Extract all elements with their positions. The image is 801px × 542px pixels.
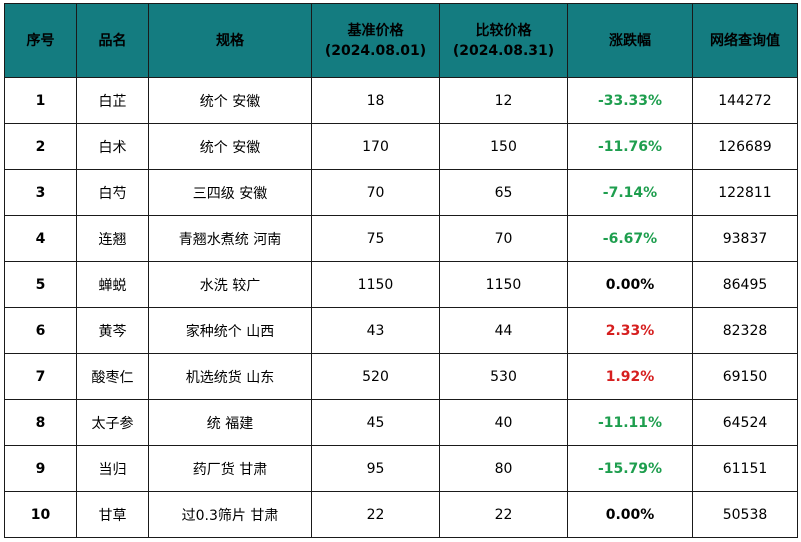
cell-compare-price: 22 [439, 491, 568, 538]
cell-base-price: 45 [311, 399, 440, 446]
cell-spec: 药厂货 甘肃 [148, 445, 312, 492]
cell-name: 蝉蜕 [76, 261, 149, 308]
table-body: 1 白芷 统个 安徽 18 12 -33.33% 144272 2 白术 统个 安徽 170 150-… [4, 77, 798, 538]
cell-index: 2 [4, 123, 77, 170]
table-row: 8 太子参统 福建 45 40 -11.11% 64524 [4, 399, 798, 446]
cell-spec: 青翘水煮统 河南 [148, 215, 312, 262]
header-compare-price-title: 比较价格 [475, 22, 532, 39]
cell-spec: 统 福建 [148, 399, 312, 446]
cell-compare-price: 12 [439, 77, 568, 124]
cell-spec: 统个 安徽 [148, 123, 312, 170]
cell-base-price: 43 [311, 307, 440, 354]
cell-change: -7.14% [567, 169, 693, 216]
cell-change: -15.79% [567, 445, 693, 492]
cell-compare-price: 530 [439, 353, 568, 400]
cell-search-value: 122811 [692, 169, 798, 216]
cell-compare-price: 150 [439, 123, 568, 170]
cell-search-value: 61151 [692, 445, 798, 492]
table-row: 6 黄芩 家种统个 山西 43 44 2.33% 82328 [4, 307, 798, 354]
cell-spec: 三四级 安徽 [148, 169, 312, 216]
header-index: 序号 [4, 3, 77, 78]
cell-spec: 统个 安徽 [148, 77, 312, 124]
cell-compare-price: 44 [439, 307, 568, 354]
table-row: 3 白芍 三四级 安徽 70 65 -7.14% 122811 [4, 169, 798, 216]
cell-search-value: 82328 [692, 307, 798, 354]
cell-name: 黄芩 [76, 307, 149, 354]
cell-index: 1 [4, 77, 77, 124]
cell-name: 酸枣仁 [76, 353, 149, 400]
cell-compare-price: 65 [439, 169, 568, 216]
cell-spec: 家种统个 山西 [148, 307, 312, 354]
cell-spec: 水洗 较广 [148, 261, 312, 308]
cell-change: 1.92% [567, 353, 693, 400]
cell-change: -11.76% [567, 123, 693, 170]
table-row: 9 当归 药厂货 甘肃 95 80 -15.79% 61151 [4, 445, 798, 492]
cell-index: 3 [4, 169, 77, 216]
header-base-price: 基准价格 (2024.08.01) [311, 3, 440, 78]
cell-name: 甘草 [76, 491, 149, 538]
cell-name: 白芍 [76, 169, 149, 216]
cell-change: -6.67% [567, 215, 693, 262]
header-base-price-title: 基准价格 [347, 22, 404, 39]
cell-change: 0.00% [567, 491, 693, 538]
cell-search-value: 69150 [692, 353, 798, 400]
cell-index: 4 [4, 215, 77, 262]
cell-compare-price: 80 [439, 445, 568, 492]
cell-index: 9 [4, 445, 77, 492]
cell-change: 2.33% [567, 307, 693, 354]
cell-compare-price: 1150 [439, 261, 568, 308]
cell-base-price: 170 [311, 123, 440, 170]
cell-change: -33.33% [567, 77, 693, 124]
table-row: 7 酸枣仁 机选统货 山东 520 530 1.92% 69150 [4, 353, 798, 400]
cell-base-price: 75 [311, 215, 440, 262]
table-row: 2 白术 统个 安徽 170 150 -11.76% 126689 [4, 123, 798, 170]
cell-index: 8 [4, 399, 77, 446]
cell-base-price: 22 [311, 491, 440, 538]
cell-search-value: 126689 [692, 123, 798, 170]
cell-base-price: 70 [311, 169, 440, 216]
cell-compare-price: 70 [439, 215, 568, 262]
table-row: 5 蝉蜕 水洗 较广 1150 1150 0.00% 86495 [4, 261, 798, 308]
cell-spec: 机选统货 山东 [148, 353, 312, 400]
header-search-value: 网络查询值 [692, 3, 798, 78]
header-compare-price: 比较价格 (2024.08.31) [439, 3, 568, 78]
table-row: 10 甘草 过0.3筛片 甘肃 22 22 0.00% 50538 [4, 491, 798, 538]
cell-base-price: 520 [311, 353, 440, 400]
cell-base-price: 1150 [311, 261, 440, 308]
cell-name: 白术 [76, 123, 149, 170]
cell-index: 6 [4, 307, 77, 354]
header-row: 序号 品名 规格 基准价格 (2024.08.01) 比较价格 (2024.08… [4, 3, 798, 78]
cell-name: 白芷 [76, 77, 149, 124]
cell-spec: 过0.3筛片 甘肃 [148, 491, 312, 538]
cell-search-value: 86495 [692, 261, 798, 308]
cell-search-value: 144272 [692, 77, 798, 124]
cell-name: 当归 [76, 445, 149, 492]
cell-compare-price: 40 [439, 399, 568, 446]
cell-index: 5 [4, 261, 77, 308]
header-change: 涨跌幅 [567, 3, 693, 78]
cell-search-value: 50538 [692, 491, 798, 538]
header-compare-price-date: (2024.08.31) [452, 42, 555, 59]
header-name: 品名 [76, 3, 149, 78]
header-spec: 规格 [148, 3, 312, 78]
cell-search-value: 64524 [692, 399, 798, 446]
price-table: 序号 品名 规格 基准价格 (2024.08.01) 比较价格 (2024.08… [4, 3, 798, 538]
cell-search-value: 93837 [692, 215, 798, 262]
table-row: 1 白芷 统个 安徽 18 12 -33.33% 144272 [4, 77, 798, 124]
cell-change: 0.00% [567, 261, 693, 308]
table-row: 4 连翘 青翘水煮统 河南 75 70 -6.67% 93837 [4, 215, 798, 262]
cell-change: -11.11% [567, 399, 693, 446]
cell-base-price: 95 [311, 445, 440, 492]
cell-base-price: 18 [311, 77, 440, 124]
cell-index: 7 [4, 353, 77, 400]
header-base-price-date: (2024.08.01) [324, 42, 427, 59]
cell-name: 连翘 [76, 215, 149, 262]
cell-name: 太子参 [76, 399, 149, 446]
cell-index: 10 [4, 491, 77, 538]
